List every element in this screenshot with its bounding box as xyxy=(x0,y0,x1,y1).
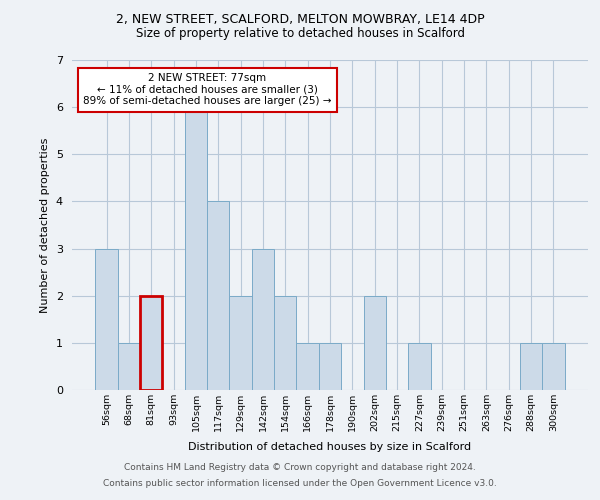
Bar xyxy=(274,296,296,390)
Bar xyxy=(252,248,274,390)
Bar xyxy=(118,343,140,390)
Bar xyxy=(140,296,163,390)
Bar xyxy=(408,343,431,390)
Text: 2, NEW STREET, SCALFORD, MELTON MOWBRAY, LE14 4DP: 2, NEW STREET, SCALFORD, MELTON MOWBRAY,… xyxy=(116,12,484,26)
X-axis label: Distribution of detached houses by size in Scalford: Distribution of detached houses by size … xyxy=(188,442,472,452)
Text: Size of property relative to detached houses in Scalford: Size of property relative to detached ho… xyxy=(136,28,464,40)
Bar xyxy=(319,343,341,390)
Bar xyxy=(95,248,118,390)
Bar xyxy=(296,343,319,390)
Bar xyxy=(364,296,386,390)
Bar xyxy=(520,343,542,390)
Text: 2 NEW STREET: 77sqm
← 11% of detached houses are smaller (3)
89% of semi-detache: 2 NEW STREET: 77sqm ← 11% of detached ho… xyxy=(83,73,331,106)
Bar xyxy=(185,107,207,390)
Text: Contains HM Land Registry data © Crown copyright and database right 2024.: Contains HM Land Registry data © Crown c… xyxy=(124,464,476,472)
Bar xyxy=(207,202,229,390)
Bar xyxy=(542,343,565,390)
Text: Contains public sector information licensed under the Open Government Licence v3: Contains public sector information licen… xyxy=(103,478,497,488)
Y-axis label: Number of detached properties: Number of detached properties xyxy=(40,138,50,312)
Bar xyxy=(229,296,252,390)
